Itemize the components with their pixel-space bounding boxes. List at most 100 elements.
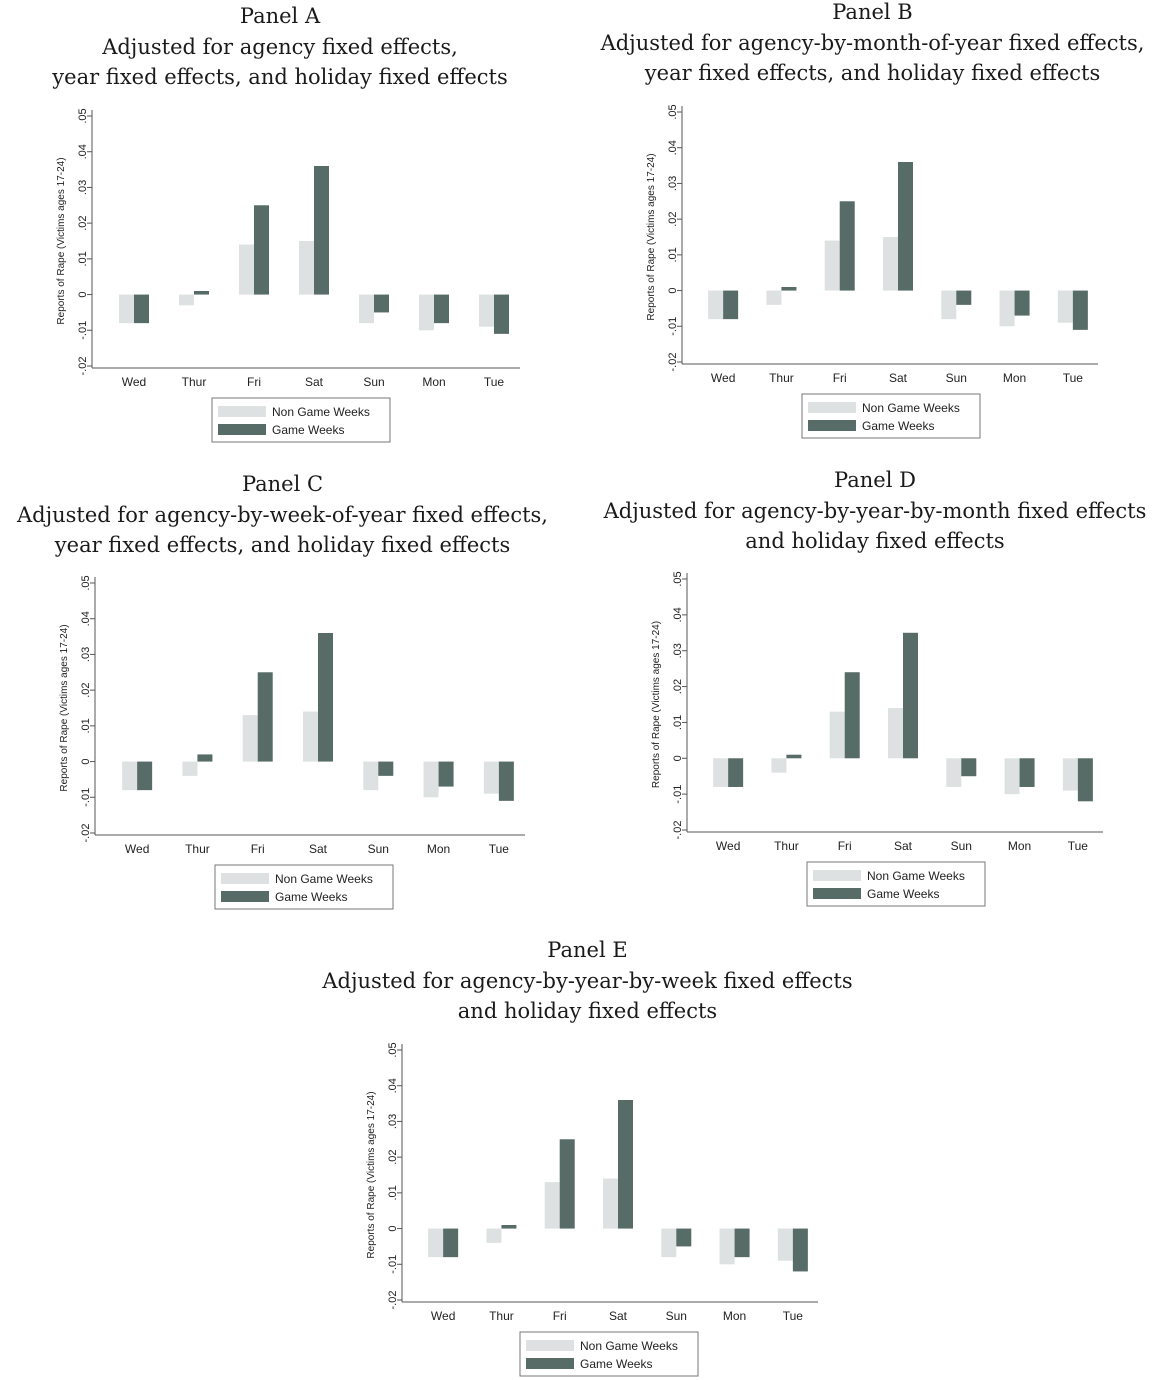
bar-non-game xyxy=(363,762,378,791)
bar-non-game xyxy=(419,295,434,331)
bar-game xyxy=(499,762,514,801)
bar-non-game xyxy=(299,241,314,295)
bar-game xyxy=(434,295,449,324)
panel-e: Panel E Adjusted for agency-by-year-by-w… xyxy=(290,934,885,1380)
x-tick-label: Tue xyxy=(1068,839,1089,853)
y-tick-label: .04 xyxy=(667,140,679,155)
x-tick-label: Thur xyxy=(774,839,799,853)
bar-game xyxy=(735,1229,750,1258)
bar-non-game xyxy=(720,1229,735,1265)
y-tick-label: .03 xyxy=(667,176,679,191)
legend-swatch-game xyxy=(221,891,269,902)
y-tick-label: .04 xyxy=(672,607,684,622)
panel-c: Panel C Adjusted for agency-by-week-of-y… xyxy=(0,468,565,918)
bar-game xyxy=(676,1229,691,1247)
x-tick-label: Sun xyxy=(946,371,967,385)
bar-non-game xyxy=(239,245,254,295)
x-tick-label: Wed xyxy=(122,375,146,389)
bar-non-game xyxy=(1063,758,1078,790)
x-tick-label: Sat xyxy=(305,375,324,389)
bar-game xyxy=(258,672,273,761)
y-tick-label: 0 xyxy=(387,1226,399,1232)
y-tick-label: -.01 xyxy=(387,1255,399,1274)
legend-label: Game Weeks xyxy=(275,890,347,904)
x-tick-label: Mon xyxy=(1008,839,1031,853)
y-tick-label: 0 xyxy=(667,288,679,294)
x-tick-label: Wed xyxy=(716,839,740,853)
x-tick-label: Thur xyxy=(185,842,210,856)
y-tick-label: .01 xyxy=(667,247,679,262)
bar-game xyxy=(197,754,212,761)
y-tick-label: .03 xyxy=(387,1114,399,1129)
y-tick-label: .03 xyxy=(77,180,89,195)
chart-panel-a: -.02 -.01 0 .01 .02 .03 .04 .05 Reports of Rape … xyxy=(0,0,560,450)
bar-non-game xyxy=(941,291,956,320)
bar-non-game xyxy=(946,758,961,787)
bar-game xyxy=(134,295,149,324)
x-tick-label: Sat xyxy=(609,1309,628,1323)
bar-non-game xyxy=(484,762,499,794)
legend-label: Game Weeks xyxy=(580,1357,652,1371)
y-tick-label: .01 xyxy=(77,251,89,266)
y-tick-label: .01 xyxy=(387,1185,399,1200)
x-tick-label: Tue xyxy=(484,375,505,389)
x-tick-label: Sat xyxy=(309,842,328,856)
bar-game xyxy=(1020,758,1035,787)
bar-non-game xyxy=(1005,758,1020,794)
y-tick-label: .05 xyxy=(77,108,89,123)
y-tick-label: .02 xyxy=(80,682,92,697)
legend-label: Non Game Weeks xyxy=(862,401,960,415)
x-tick-label: Tue xyxy=(489,842,510,856)
bar-game xyxy=(723,291,738,320)
bar-non-game xyxy=(830,712,845,759)
legend-label: Non Game Weeks xyxy=(272,405,370,419)
legend-label: Game Weeks xyxy=(867,887,939,901)
bar-game xyxy=(560,1139,575,1228)
bar-game xyxy=(374,295,389,313)
bar-game xyxy=(254,205,269,294)
legend-swatch-game xyxy=(813,888,861,899)
bar-game xyxy=(728,758,743,787)
chart-panel-b: -.02 -.01 0 .01 .02 .03 .04 .05 Reports of Rape … xyxy=(580,0,1165,450)
bar-non-game xyxy=(243,715,258,761)
x-tick-label: Fri xyxy=(833,371,847,385)
x-tick-label: Mon xyxy=(422,375,445,389)
x-tick-label: Fri xyxy=(838,839,852,853)
x-tick-label: Sat xyxy=(889,371,908,385)
bar-game xyxy=(845,672,860,758)
bar-game xyxy=(314,166,329,295)
bar-non-game xyxy=(766,291,781,305)
panel-b: Panel B Adjusted for agency-by-month-of-… xyxy=(580,0,1165,450)
bar-game xyxy=(318,633,333,762)
y-tick-label: -.02 xyxy=(667,353,679,372)
x-tick-label: Thur xyxy=(182,375,207,389)
y-tick-label: .04 xyxy=(80,611,92,626)
bar-non-game xyxy=(179,295,194,306)
x-tick-label: Sun xyxy=(368,842,389,856)
x-tick-label: Fri xyxy=(251,842,265,856)
legend-swatch-game xyxy=(218,424,266,435)
legend-label: Non Game Weeks xyxy=(580,1339,678,1353)
bar-non-game xyxy=(182,762,197,776)
y-tick-label: -.01 xyxy=(667,317,679,336)
y-tick-label: -.01 xyxy=(80,788,92,807)
x-tick-label: Sat xyxy=(894,839,913,853)
bar-non-game xyxy=(1000,291,1015,327)
legend-swatch-non-game xyxy=(221,873,269,884)
bar-non-game xyxy=(486,1229,501,1243)
x-tick-label: Sun xyxy=(666,1309,687,1323)
bar-non-game xyxy=(771,758,786,772)
legend-swatch-non-game xyxy=(526,1340,574,1351)
x-tick-label: Tue xyxy=(1063,371,1084,385)
y-tick-label: .04 xyxy=(387,1078,399,1093)
bar-game xyxy=(378,762,393,776)
chart-panel-c: -.02-.010.01.02.03.04.05Reports of Rape … xyxy=(0,468,565,918)
bar-non-game xyxy=(883,237,898,291)
bar-game xyxy=(194,291,209,295)
chart-panel-d: -.02 -.01 0 .01 .02 .03 .04 .05 Reports of Rape … xyxy=(585,466,1165,916)
y-tick-label: 0 xyxy=(77,292,89,298)
y-tick-label: -.02 xyxy=(77,357,89,376)
bar-game xyxy=(1073,291,1088,330)
bar-game xyxy=(840,201,855,290)
bar-non-game xyxy=(545,1182,560,1228)
